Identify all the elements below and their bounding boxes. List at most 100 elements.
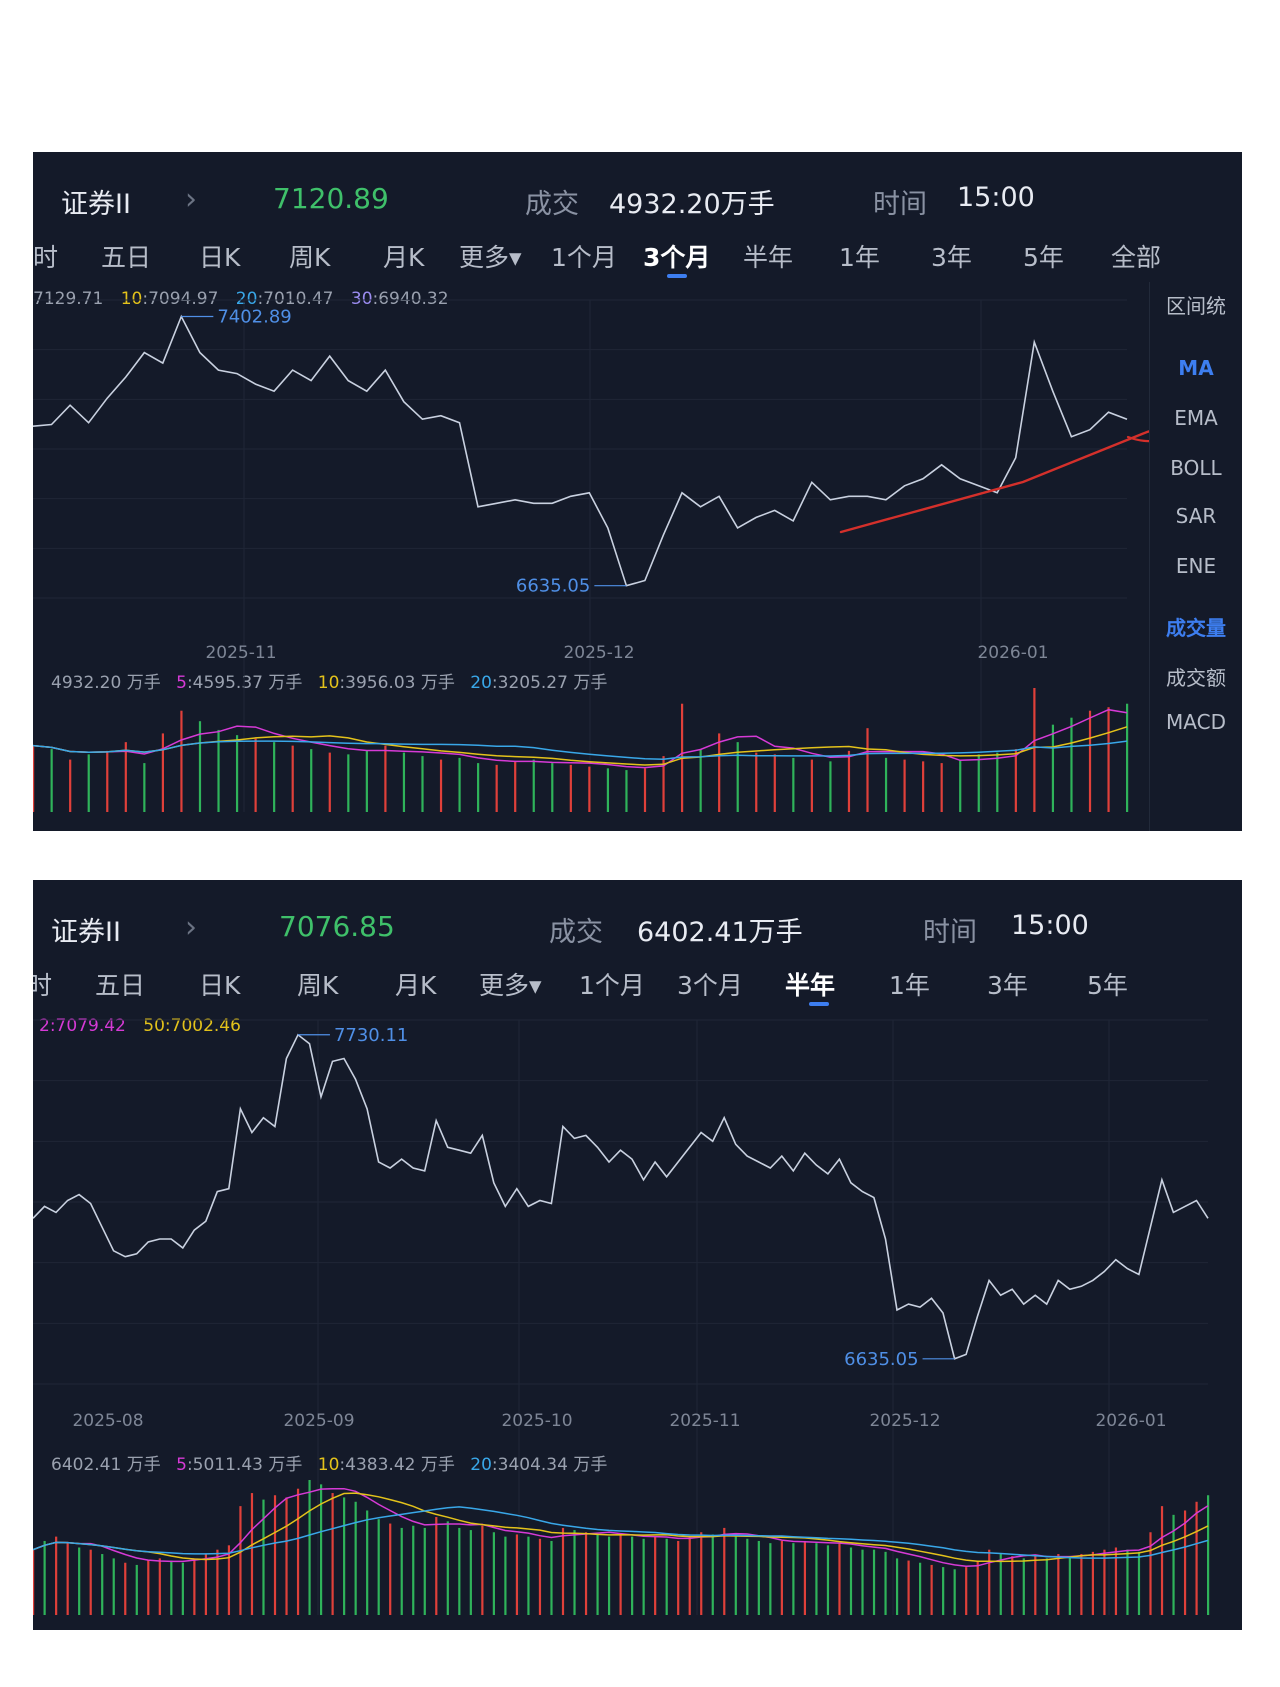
ma10-key: 10 <box>120 289 143 309</box>
volume-value: 6402.41万手 <box>637 917 803 948</box>
tab-4[interactable]: 月K <box>395 971 437 1000</box>
tab-0[interactable]: 时 <box>33 971 53 1000</box>
volume-bar-18 <box>365 750 368 812</box>
indicator-2[interactable]: EMA <box>1174 406 1218 430</box>
tab-10[interactable]: 3年 <box>931 243 972 272</box>
tab-3[interactable]: 周K <box>297 971 339 1000</box>
tab-5[interactable]: 更多▾ <box>459 243 522 272</box>
price-chart-3month[interactable]: 7402.89 6635.05 2025-11 2025-12 2026-01 <box>33 152 1150 831</box>
vol-total: 4932.20 万手 <box>51 673 161 693</box>
volume-bar-72 <box>861 1549 864 1615</box>
active-tab-underline <box>809 1002 829 1006</box>
tab-2[interactable]: 日K <box>199 971 241 1000</box>
volume-bar-48 <box>922 761 925 812</box>
indicator-7[interactable]: 成交额 <box>1166 666 1226 690</box>
volume-bar-37 <box>458 1527 461 1615</box>
tab-1[interactable]: 五日 <box>95 971 146 1000</box>
tab-7[interactable]: 3个月 <box>677 971 743 1000</box>
x-tick-1: 2025-12 <box>563 643 634 663</box>
tab-1[interactable]: 五日 <box>101 243 152 272</box>
volume-bar-94 <box>1114 1547 1118 1615</box>
volume-bar-5 <box>89 1549 92 1615</box>
tab-7[interactable]: 3个月 <box>643 243 711 272</box>
volume-bar-36 <box>699 749 702 812</box>
chevron-right-icon[interactable]: › <box>185 182 197 217</box>
price-chart-halfyear[interactable]: 7730.11 6635.05 2025-08 2025-09 2025-10 2025-… <box>33 880 1242 1630</box>
indicator-6[interactable]: 成交量 <box>1166 616 1226 640</box>
volume-bar-57 <box>1088 710 1092 812</box>
volume-bar-56 <box>677 1540 680 1615</box>
index-name[interactable]: 证券II <box>51 917 121 948</box>
volume-bar-35 <box>435 1517 438 1615</box>
tab-10[interactable]: 3年 <box>987 971 1028 1000</box>
tab-2[interactable]: 日K <box>199 243 241 272</box>
volume-bar-30 <box>377 1519 380 1615</box>
volume-bar-39 <box>481 1525 484 1615</box>
volume-bar-25 <box>319 1484 323 1615</box>
volume-bar-93 <box>1103 1549 1106 1615</box>
volume-bar-50 <box>959 759 962 812</box>
indicator-5[interactable]: ENE <box>1175 554 1217 578</box>
volume-bar-13 <box>181 1562 184 1615</box>
volume-bar-63 <box>757 1540 760 1615</box>
volume-legend: 4932.20 万手 5:4595.37 万手 10:3956.03 万手 20… <box>51 668 607 693</box>
x-tick-2: 2026-01 <box>977 643 1048 663</box>
tab-6[interactable]: 1个月 <box>551 243 617 272</box>
volume-bar-57 <box>688 1536 691 1615</box>
x-tick-3: 2025-11 <box>669 1411 740 1431</box>
volume-bar-22 <box>439 759 443 812</box>
volume-bar-11 <box>158 1558 161 1615</box>
volume-ma5-line <box>33 708 1128 769</box>
volume-ma20-line <box>33 1506 1209 1559</box>
tab-11[interactable]: 5年 <box>1023 243 1064 272</box>
period-tabs: 时 五日 日K 周K 月K 更多▾ 1个月 3个月 半年 1年 3年 5年 全部 <box>33 228 1242 278</box>
tab-8[interactable]: 半年 <box>785 971 836 1000</box>
volume-bar-74 <box>884 1551 887 1615</box>
volume-bar-17 <box>227 1545 231 1615</box>
tab-9[interactable]: 1年 <box>889 971 930 1000</box>
tab-3[interactable]: 周K <box>289 243 331 272</box>
tab-11[interactable]: 5年 <box>1087 971 1128 1000</box>
volume-bar-46 <box>561 1527 565 1615</box>
ma30-value: :6940.32 <box>372 289 449 309</box>
tab-12[interactable]: 全部 <box>1111 243 1162 272</box>
volume-bar-85 <box>1011 1556 1014 1615</box>
indicator-4[interactable]: SAR <box>1175 504 1217 528</box>
volume-ma20-line <box>33 740 1128 761</box>
tab-9[interactable]: 1年 <box>839 243 880 272</box>
volume-bar-6 <box>101 1554 104 1615</box>
volume-bar-102 <box>1207 1495 1210 1615</box>
tab-5[interactable]: 更多▾ <box>479 971 542 1000</box>
x-tick-0: 2025-11 <box>205 643 276 663</box>
volume-bar-38 <box>469 1530 472 1615</box>
quote-header: 证券II › 7120.89 成交 4932.20万手 时间 15:00 <box>33 152 1242 226</box>
ma50-key: 50 <box>143 1016 165 1036</box>
indicator-1[interactable]: MA <box>1178 356 1214 380</box>
indicator-8[interactable]: MACD <box>1166 710 1226 734</box>
x-tick-2: 2025-10 <box>501 1411 572 1431</box>
ma30-key: 30 <box>350 289 373 309</box>
volume-bar-24 <box>477 763 480 812</box>
tab-6[interactable]: 1个月 <box>579 971 645 1000</box>
tab-8[interactable]: 半年 <box>743 243 794 272</box>
volume-bar-50 <box>607 1536 611 1615</box>
trend-line <box>839 429 1150 534</box>
volume-bar-75 <box>895 1558 899 1615</box>
trend-stroke-2 <box>1126 435 1150 443</box>
tab-4[interactable]: 月K <box>383 243 425 272</box>
volume-bar-24 <box>308 1480 311 1615</box>
volume-bar-60 <box>723 1527 726 1615</box>
indicator-3[interactable]: BOLL <box>1170 456 1222 480</box>
index-name[interactable]: 证券II <box>61 189 131 220</box>
indicator-0[interactable]: 区间统 <box>1166 294 1226 318</box>
volume-bar-37 <box>718 733 721 812</box>
volume-bar-1 <box>50 749 53 812</box>
volume-bar-92 <box>1091 1551 1095 1615</box>
volume-bar-26 <box>514 761 517 812</box>
chevron-right-icon[interactable]: › <box>185 910 197 945</box>
tab-0[interactable]: 时 <box>33 243 59 272</box>
volume-bar-20 <box>262 1499 265 1615</box>
volume-bar-32 <box>400 1527 403 1615</box>
volume-bar-28 <box>354 1501 357 1615</box>
volume-bar-99 <box>1172 1514 1175 1615</box>
